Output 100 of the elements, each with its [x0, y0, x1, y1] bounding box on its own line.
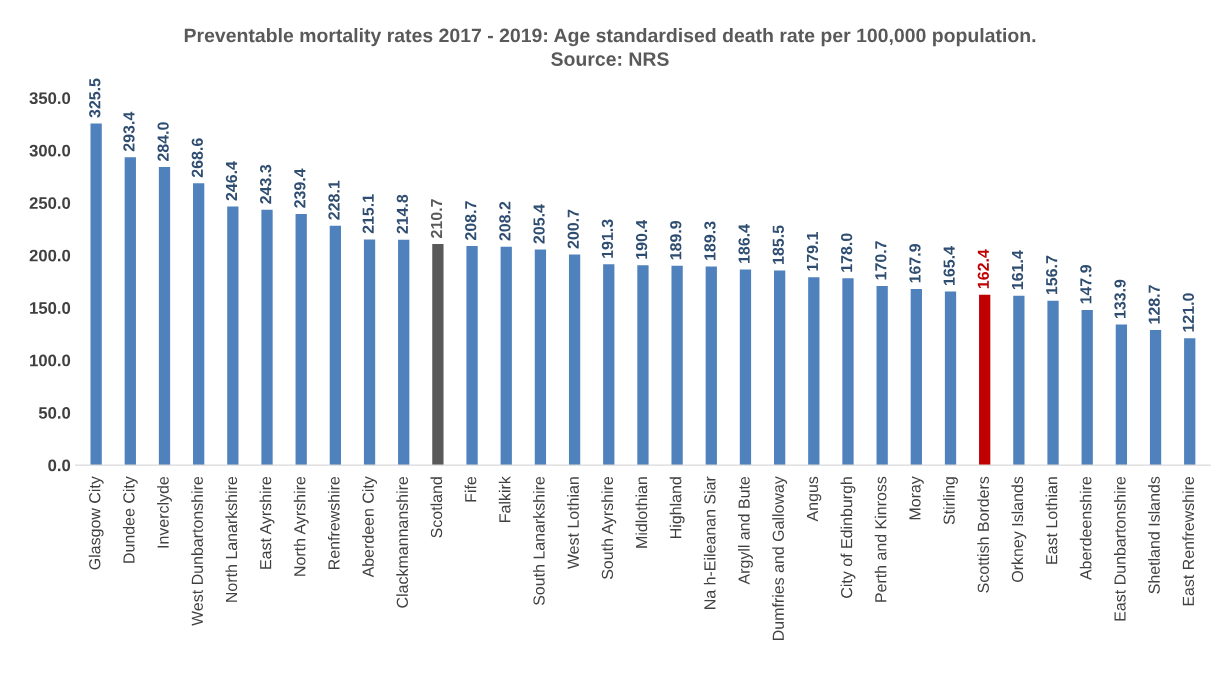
bar [1081, 309, 1093, 466]
x-tick-label: Highland [669, 477, 685, 538]
data-label: 228.1 [328, 180, 340, 220]
data-label: 185.5 [772, 225, 784, 264]
bar [1013, 295, 1025, 466]
x-tick-label: North Lanarkshire [225, 476, 238, 602]
y-tick-label: 150.0 [30, 302, 71, 314]
bar [158, 167, 171, 466]
bar [944, 291, 957, 466]
x-tick-label: Renfrewshire [327, 476, 340, 569]
x-tick-label: East Renfrewshire [1182, 476, 1195, 606]
x-tick-label: Clackmannanshire [396, 476, 408, 608]
data-label: 178.0 [840, 233, 853, 272]
bar [466, 246, 478, 466]
bar [193, 183, 205, 466]
x-tick-label: Fife [464, 476, 477, 502]
y-tick-label: 350.0 [29, 92, 71, 105]
bar [432, 244, 444, 466]
x-tick-label: Orkney Islands [1011, 476, 1027, 582]
x-tick-label: Moray [909, 476, 924, 520]
data-label: 189.3 [704, 221, 716, 260]
bar [500, 246, 512, 466]
y-tick-label: 100.0 [30, 354, 71, 367]
data-label: 293.4 [123, 111, 135, 152]
bar [910, 288, 922, 466]
bar [603, 264, 615, 466]
bar [398, 239, 410, 466]
bar [261, 209, 273, 466]
data-label: 215.1 [362, 194, 374, 234]
x-tick-label: Angus [806, 476, 822, 522]
bar [637, 265, 649, 466]
data-label: 208.2 [499, 201, 511, 241]
data-label: 170.7 [875, 241, 887, 280]
bar [842, 278, 854, 466]
data-label: 190.4 [635, 219, 648, 259]
bar [671, 265, 683, 466]
y-tick-label: 200.0 [29, 249, 71, 262]
data-label: 162.4 [977, 249, 989, 289]
x-tick-label: Scotland [430, 477, 443, 538]
bar [808, 277, 820, 466]
data-label: 214.8 [396, 194, 408, 234]
y-tick-label: 300.0 [29, 144, 71, 157]
bar [739, 269, 752, 466]
x-tick-label: Midlothian [635, 477, 648, 548]
y-tick-label: 50.0 [38, 407, 71, 419]
bar [295, 213, 307, 466]
data-label: 246.4 [225, 161, 238, 201]
x-tick-label: East Dunbartonshire [1113, 476, 1126, 621]
x-tick-label: Aberdeen City [362, 476, 377, 578]
data-label: 147.9 [1080, 264, 1092, 304]
data-label: 239.4 [294, 168, 306, 208]
bar [568, 254, 581, 466]
bar [1184, 338, 1196, 466]
x-tick-label: Argyll and Bute [738, 476, 753, 585]
data-label: 205.4 [533, 204, 545, 244]
data-label: 200.7 [567, 209, 579, 249]
bar [1047, 300, 1059, 466]
x-tick-label: West Dunbartonshire [191, 476, 203, 626]
x-tick-label: Na h-Eileanan Siar [703, 476, 716, 609]
x-tick-label: Shetland Islands [1148, 476, 1160, 594]
data-label: 243.3 [260, 164, 272, 204]
data-label: 186.4 [738, 224, 750, 263]
bar [534, 249, 547, 466]
data-label: 161.4 [1011, 250, 1024, 290]
bar [774, 270, 786, 466]
x-tick-label: West Lothian [567, 477, 579, 570]
data-label: 128.7 [1148, 285, 1160, 324]
x-tick-label: Glasgow City [88, 476, 104, 570]
x-tick-label: Stirling [943, 477, 958, 525]
data-label: 167.9 [909, 243, 921, 283]
x-tick-label: Dumfries and Galloway [772, 476, 788, 640]
x-tick-label: South Ayrshire [601, 476, 617, 580]
x-tick-label: City of Edinburgh [840, 477, 856, 598]
data-label: 133.9 [1114, 279, 1126, 319]
bar [90, 123, 102, 466]
bar [1115, 324, 1128, 466]
x-tick-label: South Lanarkshire [532, 476, 545, 606]
x-tick-label: North Ayrshire [293, 476, 309, 576]
x-tick-label: Inverclyde [157, 476, 172, 548]
x-tick-label: East Ayrshire [259, 476, 275, 569]
bar [363, 239, 376, 466]
bar [876, 285, 888, 466]
bar [329, 225, 342, 466]
data-label: 268.6 [191, 138, 203, 178]
data-label: 179.1 [806, 232, 819, 271]
x-tick-label: Dundee City [122, 476, 138, 563]
data-label: 208.7 [465, 201, 477, 241]
source-note: Source: NRS [551, 52, 669, 66]
data-label: 156.7 [1046, 255, 1058, 295]
bar [227, 206, 239, 466]
data-label: 121.0 [1182, 293, 1195, 332]
x-tick-label: Perth and Kinross [874, 476, 887, 602]
x-tick-label: Aberdeenshire [1079, 476, 1092, 581]
data-label: 284.0 [157, 122, 169, 162]
data-label: 165.4 [943, 246, 955, 285]
x-tick-label: East Lothian [1045, 477, 1058, 564]
x-tick-label: Scottish Borders [977, 476, 989, 593]
bar [979, 294, 991, 466]
y-tick-label: 0.0 [48, 459, 71, 472]
bar [705, 266, 717, 466]
